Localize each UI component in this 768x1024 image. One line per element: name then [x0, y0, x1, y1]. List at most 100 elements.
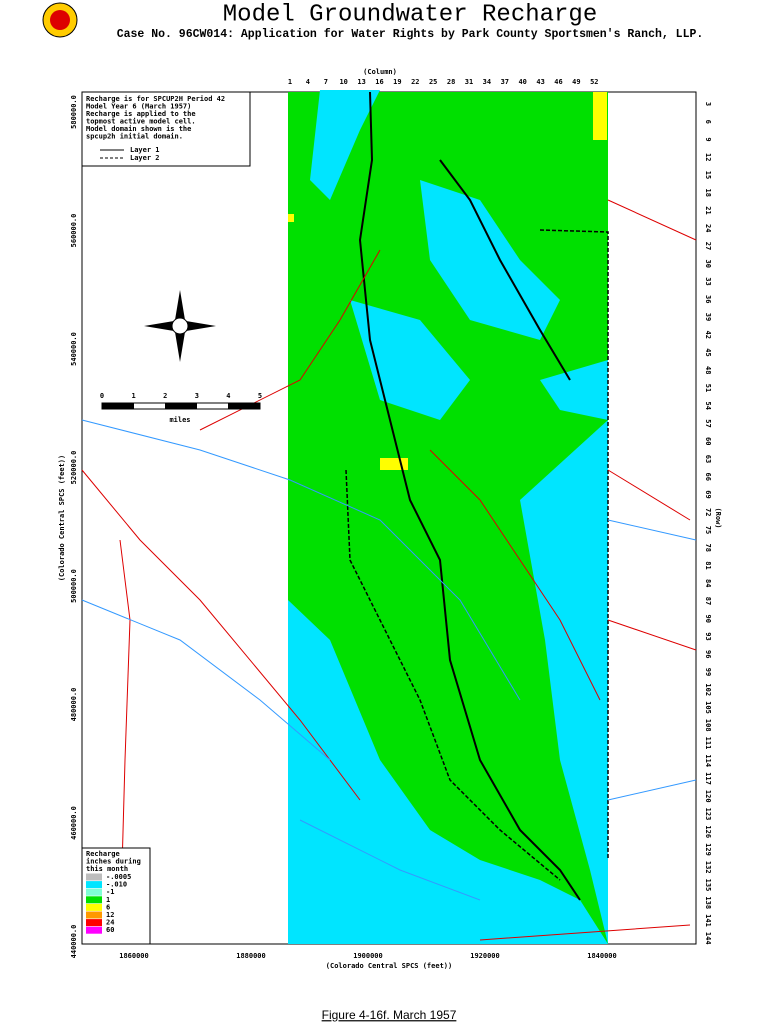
column-number: 16 [375, 78, 383, 86]
row-number: 66 [704, 473, 712, 481]
legend-label: -1 [106, 888, 114, 896]
legend-swatch [86, 903, 102, 911]
scale-tick: 1 [131, 392, 135, 400]
row-number: 54 [704, 402, 712, 410]
row-number: 51 [704, 384, 712, 392]
column-number: 34 [483, 78, 491, 86]
column-number: 31 [465, 78, 473, 86]
note-line: spcup2h initial domain. [86, 133, 183, 141]
scale-tick: 2 [163, 392, 167, 400]
column-number: 37 [501, 78, 509, 86]
legend-swatch [86, 873, 102, 881]
column-number: 43 [536, 78, 544, 86]
y-axis-label: (Colorado Central SPCS (feet)) [58, 455, 66, 581]
legend-label: 6 [106, 903, 110, 911]
subtitle: Case No. 96CW014: Application for Water … [117, 28, 704, 41]
legend-label: 1 [106, 896, 110, 904]
column-label: (Column) [363, 68, 397, 76]
column-number: 1 [288, 78, 292, 86]
row-number: 114 [704, 754, 712, 767]
recharge-zone [288, 600, 608, 944]
row-number: 6 [704, 120, 712, 124]
x-axis-label: (Colorado Central SPCS (feet)) [326, 962, 452, 970]
note-line: Recharge is for SPCUP2H Period 42 [86, 95, 225, 103]
legend-swatch [86, 911, 102, 919]
row-number: 138 [704, 896, 712, 909]
scale-bar [165, 403, 197, 409]
logo-apple [50, 10, 70, 30]
row-number: 21 [704, 206, 712, 214]
legend-label: -.010 [106, 881, 127, 889]
row-number: 141 [704, 914, 712, 927]
legend-swatch [86, 896, 102, 904]
note-line: Model Year 6 (March 1957) [86, 103, 191, 111]
scale-unit: miles [169, 416, 190, 424]
note-line: topmost active model cell. [86, 118, 196, 126]
row-number: 87 [704, 597, 712, 605]
legend-label: 12 [106, 911, 114, 919]
legend-label: 60 [106, 926, 114, 934]
legend-swatch [86, 881, 102, 889]
row-number: 33 [704, 277, 712, 285]
row-number: 57 [704, 419, 712, 427]
row-number: 18 [704, 189, 712, 197]
row-number: 111 [704, 737, 712, 750]
notes-box [81, 91, 251, 167]
column-number: 52 [590, 78, 598, 86]
row-label: (Row) [714, 507, 722, 528]
y-tick-label: 500000.0 [70, 569, 78, 603]
column-number: 49 [572, 78, 580, 86]
x-tick-label: 1920000 [470, 952, 500, 960]
legend-swatch [86, 919, 102, 927]
caption: Figure 4-16f. March 1957 [322, 1008, 457, 1022]
row-number: 24 [704, 224, 712, 232]
row-number: 132 [704, 861, 712, 874]
stream [81, 419, 697, 901]
row-number: 135 [704, 879, 712, 892]
row-number: 72 [704, 508, 712, 516]
column-number: 10 [339, 78, 347, 86]
row-number: 60 [704, 437, 712, 445]
recharge-zone [310, 90, 380, 200]
row-number: 63 [704, 455, 712, 463]
note-line: Recharge is applied to the [86, 110, 196, 118]
y-tick-label: 580000.0 [70, 95, 78, 129]
row-number: 96 [704, 650, 712, 658]
row-number: 42 [704, 331, 712, 339]
row-number: 15 [704, 171, 712, 179]
recharge-zone [520, 420, 608, 944]
compass-rose [144, 290, 216, 362]
column-number: 22 [411, 78, 419, 86]
row-number: 39 [704, 313, 712, 321]
y-tick-label: 480000.0 [70, 688, 78, 722]
column-number: 19 [393, 78, 401, 86]
row-number: 117 [704, 772, 712, 785]
scale-tick: 5 [258, 392, 262, 400]
y-tick-label: 460000.0 [70, 806, 78, 840]
scale-tick: 3 [195, 392, 199, 400]
row-number: 12 [704, 153, 712, 161]
row-number: 108 [704, 719, 712, 732]
y-tick-label: 440000.0 [70, 925, 78, 959]
recharge-zone [593, 92, 607, 140]
scale-bar [228, 403, 260, 409]
y-tick-label: 560000.0 [70, 214, 78, 248]
layer-2-boundary [345, 229, 609, 881]
row-number: 30 [704, 260, 712, 268]
row-number: 36 [704, 295, 712, 303]
road [81, 199, 697, 941]
row-number: 9 [704, 137, 712, 141]
recharge-zone [288, 214, 294, 222]
row-number: 105 [704, 701, 712, 714]
row-number: 3 [704, 102, 712, 106]
column-number: 13 [357, 78, 365, 86]
x-tick-label: 1880000 [236, 952, 266, 960]
scale-tick: 0 [100, 392, 104, 400]
row-number: 78 [704, 544, 712, 552]
legend-swatch [86, 888, 102, 896]
x-tick-label: 1900000 [353, 952, 383, 960]
recharge-zone [420, 180, 560, 340]
legend-title: Recharge [86, 850, 120, 858]
legend-title: this month [86, 865, 128, 873]
